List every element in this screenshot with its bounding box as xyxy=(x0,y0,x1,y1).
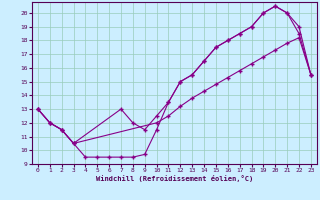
X-axis label: Windchill (Refroidissement éolien,°C): Windchill (Refroidissement éolien,°C) xyxy=(96,175,253,182)
